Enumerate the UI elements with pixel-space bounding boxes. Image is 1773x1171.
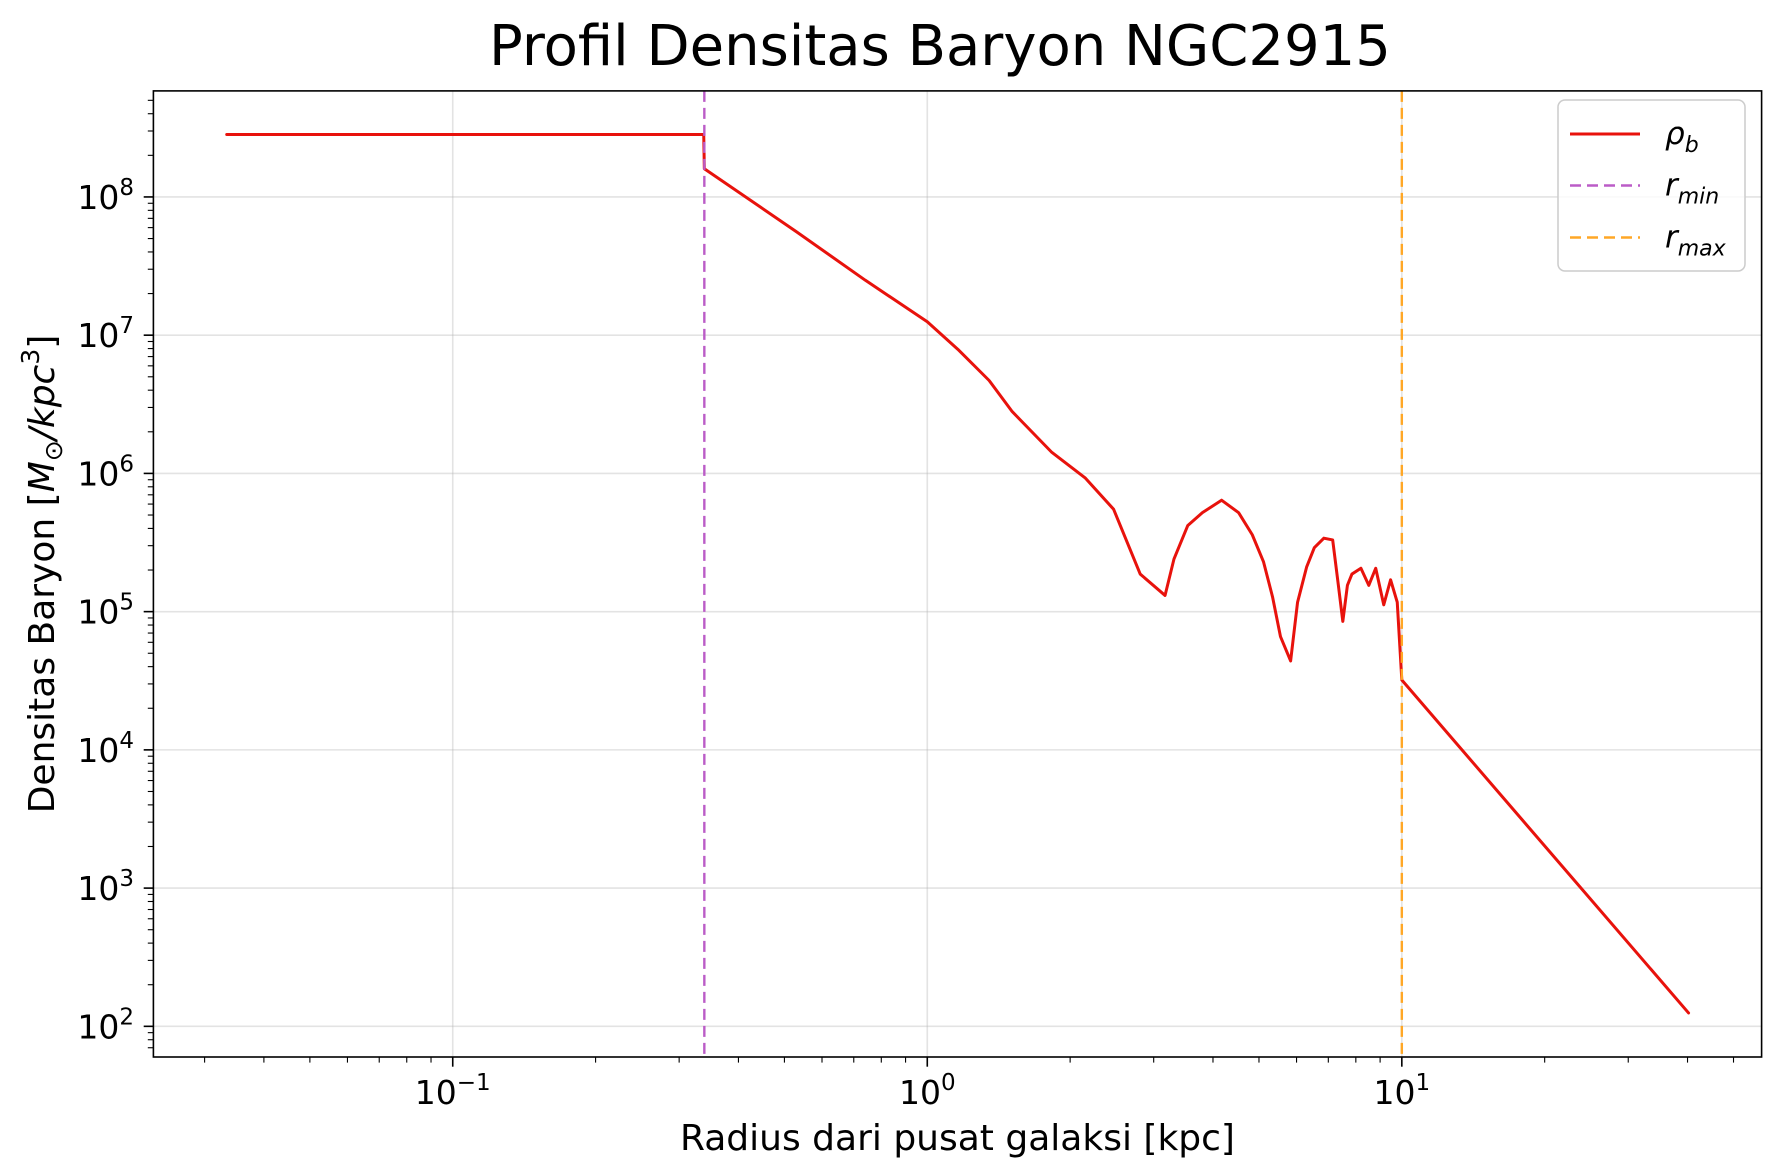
y-tick-label: 105 (77, 590, 134, 632)
y-tick-label: 103 (77, 866, 134, 908)
x-tick-label: 101 (1374, 1070, 1431, 1112)
y-tick-label-base: 10 (77, 869, 119, 908)
y-tick-label-base: 10 (77, 1007, 119, 1046)
y-tick-label-base: 10 (77, 593, 119, 632)
legend-label-r-max: rmax (1665, 220, 1727, 262)
y-axis-label-unit: /kpc (22, 364, 63, 443)
y-tick-label-exponent: 2 (119, 1004, 134, 1030)
legend-label-r-max-sub: max (1678, 237, 1727, 262)
x-tick-label-base: 10 (1374, 1073, 1416, 1112)
y-axis-label-text: Densitas Baryon [ (22, 492, 63, 813)
legend-label-rho-b-main: ρ (1665, 116, 1685, 152)
x-tick-label-exponent: 0 (941, 1070, 956, 1096)
y-axis-label-unit-exponent: 3 (16, 349, 45, 365)
y-tick-label-base: 10 (77, 454, 119, 493)
y-tick-label: 104 (77, 728, 134, 770)
legend-box (1557, 99, 1746, 272)
ticks (143, 99, 1735, 1067)
legend-label-rho-b-sub: b (1685, 133, 1699, 158)
legend-label-r-max-main: r (1665, 220, 1680, 256)
y-tick-label-exponent: 8 (119, 175, 134, 201)
x-tick-label-base: 10 (415, 1073, 457, 1112)
y-tick-label-base: 10 (77, 731, 119, 770)
x-tick-label-exponent: −1 (457, 1070, 491, 1096)
y-tick-label: 102 (77, 1004, 134, 1046)
plot-area (153, 90, 1762, 1057)
y-tick-label-exponent: 5 (119, 590, 134, 616)
y-axis-label-sun-symbol: ⊙ (39, 440, 68, 461)
x-tick-label-base: 10 (899, 1073, 941, 1112)
legend-label-r-min: rmin (1665, 168, 1719, 210)
legend-label-r-min-sub: min (1678, 185, 1720, 210)
y-tick-label-exponent: 4 (119, 728, 134, 754)
reference-lines (703, 90, 1404, 1057)
legend-label-rho-b: ρb (1665, 116, 1699, 158)
plot-frame (152, 90, 1763, 1058)
legend-label-r-min-main: r (1665, 168, 1680, 204)
y-tick-label-exponent: 7 (119, 313, 134, 339)
y-axis-label: Densitas Baryon [M⊙/kpc3] (16, 335, 68, 814)
series-layer (225, 132, 1691, 1015)
legend: ρb rmin rmax (1557, 99, 1746, 272)
y-tick-label: 108 (77, 175, 134, 217)
y-tick-label: 106 (77, 451, 134, 493)
y-tick-label-exponent: 3 (119, 866, 134, 892)
series-line-rho-b (225, 132, 1691, 1015)
chart-title: Profil Densitas Baryon NGC2915 (489, 14, 1391, 79)
y-axis-label-mass-symbol: M (22, 461, 63, 492)
y-axis-label-close-bracket: ] (22, 335, 63, 349)
x-tick-label: 100 (899, 1070, 956, 1112)
y-tick-label-exponent: 6 (119, 451, 134, 477)
y-tick-label-base: 10 (77, 178, 119, 217)
x-tick-label-exponent: 1 (1416, 1070, 1431, 1096)
x-tick-label: 10−1 (415, 1070, 491, 1112)
y-tick-label-base: 10 (77, 316, 119, 355)
x-axis-label: Radius dari pusat galaksi [kpc] (680, 1118, 1235, 1159)
y-tick-label: 107 (77, 313, 134, 355)
